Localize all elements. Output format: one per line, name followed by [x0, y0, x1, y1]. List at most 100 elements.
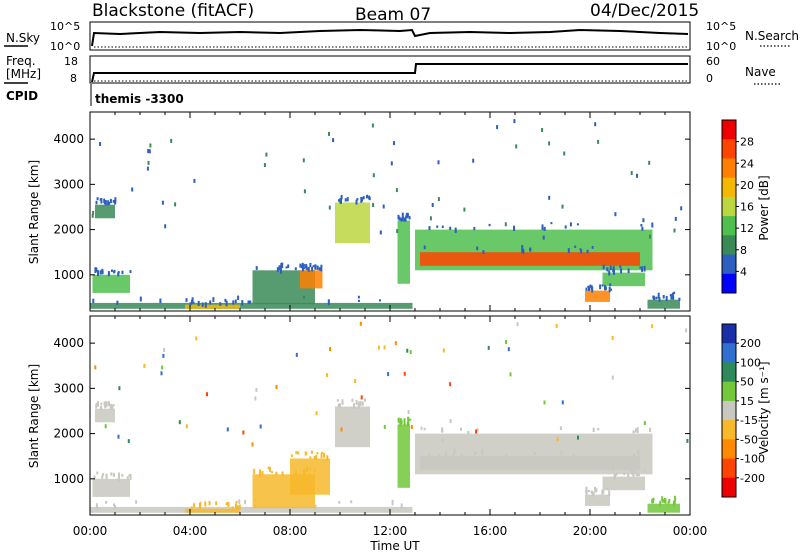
data-speckle	[297, 451, 300, 455]
data-speckle	[529, 247, 532, 252]
data-region	[92, 274, 130, 293]
data-region	[95, 408, 115, 423]
velocity-cbar-label: Velocity [m s⁻¹]	[757, 361, 771, 454]
data-speckle	[231, 506, 234, 509]
noise-point	[685, 328, 688, 333]
data-speckle	[103, 401, 106, 406]
data-speckle	[441, 225, 444, 229]
data-speckle	[135, 500, 138, 504]
data-speckle	[591, 286, 594, 293]
data-speckle	[104, 405, 107, 409]
nsky-tick-left-bottom: 10^0	[50, 40, 80, 53]
noise-point	[379, 230, 382, 235]
velocity-colorbar: 200 100 50 15 -15 -50 -100 -200	[721, 323, 765, 498]
data-speckle	[314, 264, 317, 270]
data-speckle	[453, 449, 456, 453]
noise-point	[548, 141, 551, 146]
data-speckle	[407, 417, 410, 420]
colorbar-tick-label: 4	[740, 265, 747, 278]
colorbar-tick-label: 20	[740, 179, 754, 192]
noise-point	[543, 400, 546, 405]
data-speckle	[344, 198, 347, 202]
data-speckle	[105, 500, 108, 504]
data-speckle	[281, 471, 284, 476]
data-speckle	[253, 468, 256, 475]
data-speckle	[337, 403, 340, 407]
x-axis-ticks: 00:00 04:00 08:00 12:00 16:00 20:00 00:00	[73, 524, 708, 538]
data-speckle	[112, 404, 115, 407]
noise-point	[174, 202, 177, 207]
data-speckle	[276, 267, 279, 272]
y-tick-label: 3000	[53, 381, 84, 395]
data-speckle	[635, 470, 638, 474]
data-speckle	[114, 200, 117, 205]
data-speckle	[341, 399, 344, 404]
data-region	[185, 508, 240, 513]
data-speckle	[95, 404, 98, 409]
data-speckle	[592, 427, 595, 432]
noise-point	[569, 222, 572, 227]
data-speckle	[190, 506, 193, 510]
noise-point	[99, 142, 102, 146]
data-speckle	[634, 428, 637, 433]
data-region	[420, 252, 640, 266]
noise-point	[372, 173, 375, 178]
noise-point	[648, 160, 651, 165]
data-speckle	[608, 270, 611, 276]
noise-point	[161, 365, 164, 370]
noise-point	[185, 424, 188, 429]
x-axis-label: Time UT	[369, 539, 420, 553]
data-region	[585, 290, 610, 302]
data-speckle	[93, 475, 96, 479]
data-speckle	[304, 451, 307, 456]
noise-point	[614, 212, 617, 217]
noise-point	[541, 128, 544, 132]
data-speckle	[444, 452, 447, 457]
data-speckle	[338, 199, 340, 202]
data-speckle	[608, 286, 611, 293]
data-speckle	[572, 454, 575, 458]
data-speckle	[436, 225, 439, 228]
data-speckle	[299, 263, 302, 268]
noise-point	[504, 222, 507, 227]
data-region	[335, 406, 370, 448]
y-tick-label: 2000	[53, 223, 84, 237]
data-speckle	[295, 451, 298, 455]
data-speckle	[208, 501, 211, 506]
colorbar-tick-label: 28	[740, 136, 754, 149]
data-speckle	[560, 450, 563, 456]
data-speckle	[117, 476, 120, 483]
data-speckle	[192, 301, 195, 304]
colorbar-cell	[722, 235, 736, 255]
data-speckle	[474, 451, 477, 455]
power-cbar-label: Power [dB]	[757, 175, 771, 240]
noise-point	[396, 229, 399, 234]
noise-point	[505, 339, 507, 344]
data-speckle	[452, 453, 455, 456]
data-speckle	[609, 283, 612, 287]
freq-frame	[89, 55, 691, 84]
noise-point	[329, 347, 331, 352]
data-speckle	[522, 248, 525, 254]
colorbar-tick-label: 12	[740, 222, 754, 235]
noise-point	[597, 139, 600, 144]
noise-point	[390, 161, 393, 166]
data-speckle	[633, 453, 636, 458]
y-tick-label: 1000	[53, 472, 84, 486]
data-speckle	[118, 472, 120, 479]
colorbar-tick-label: 8	[740, 244, 747, 257]
x-tick-label: 12:00	[373, 524, 408, 538]
power-axes: 1000 2000 3000 4000	[53, 112, 691, 311]
colorbar-cell	[722, 177, 736, 198]
colorbar-cell	[722, 420, 736, 440]
x-tick-label: 20:00	[573, 524, 608, 538]
data-speckle	[97, 401, 99, 407]
noise-point	[163, 348, 166, 353]
data-speckle	[428, 226, 431, 231]
nsky-panel: N.Sky 10^5 10^0 10^5 10^0 N.Search	[4, 20, 799, 53]
data-region	[95, 204, 115, 219]
data-speckle	[302, 263, 305, 270]
data-speckle	[404, 217, 407, 222]
noise-point	[383, 345, 386, 350]
colorbar-cell	[722, 477, 736, 498]
